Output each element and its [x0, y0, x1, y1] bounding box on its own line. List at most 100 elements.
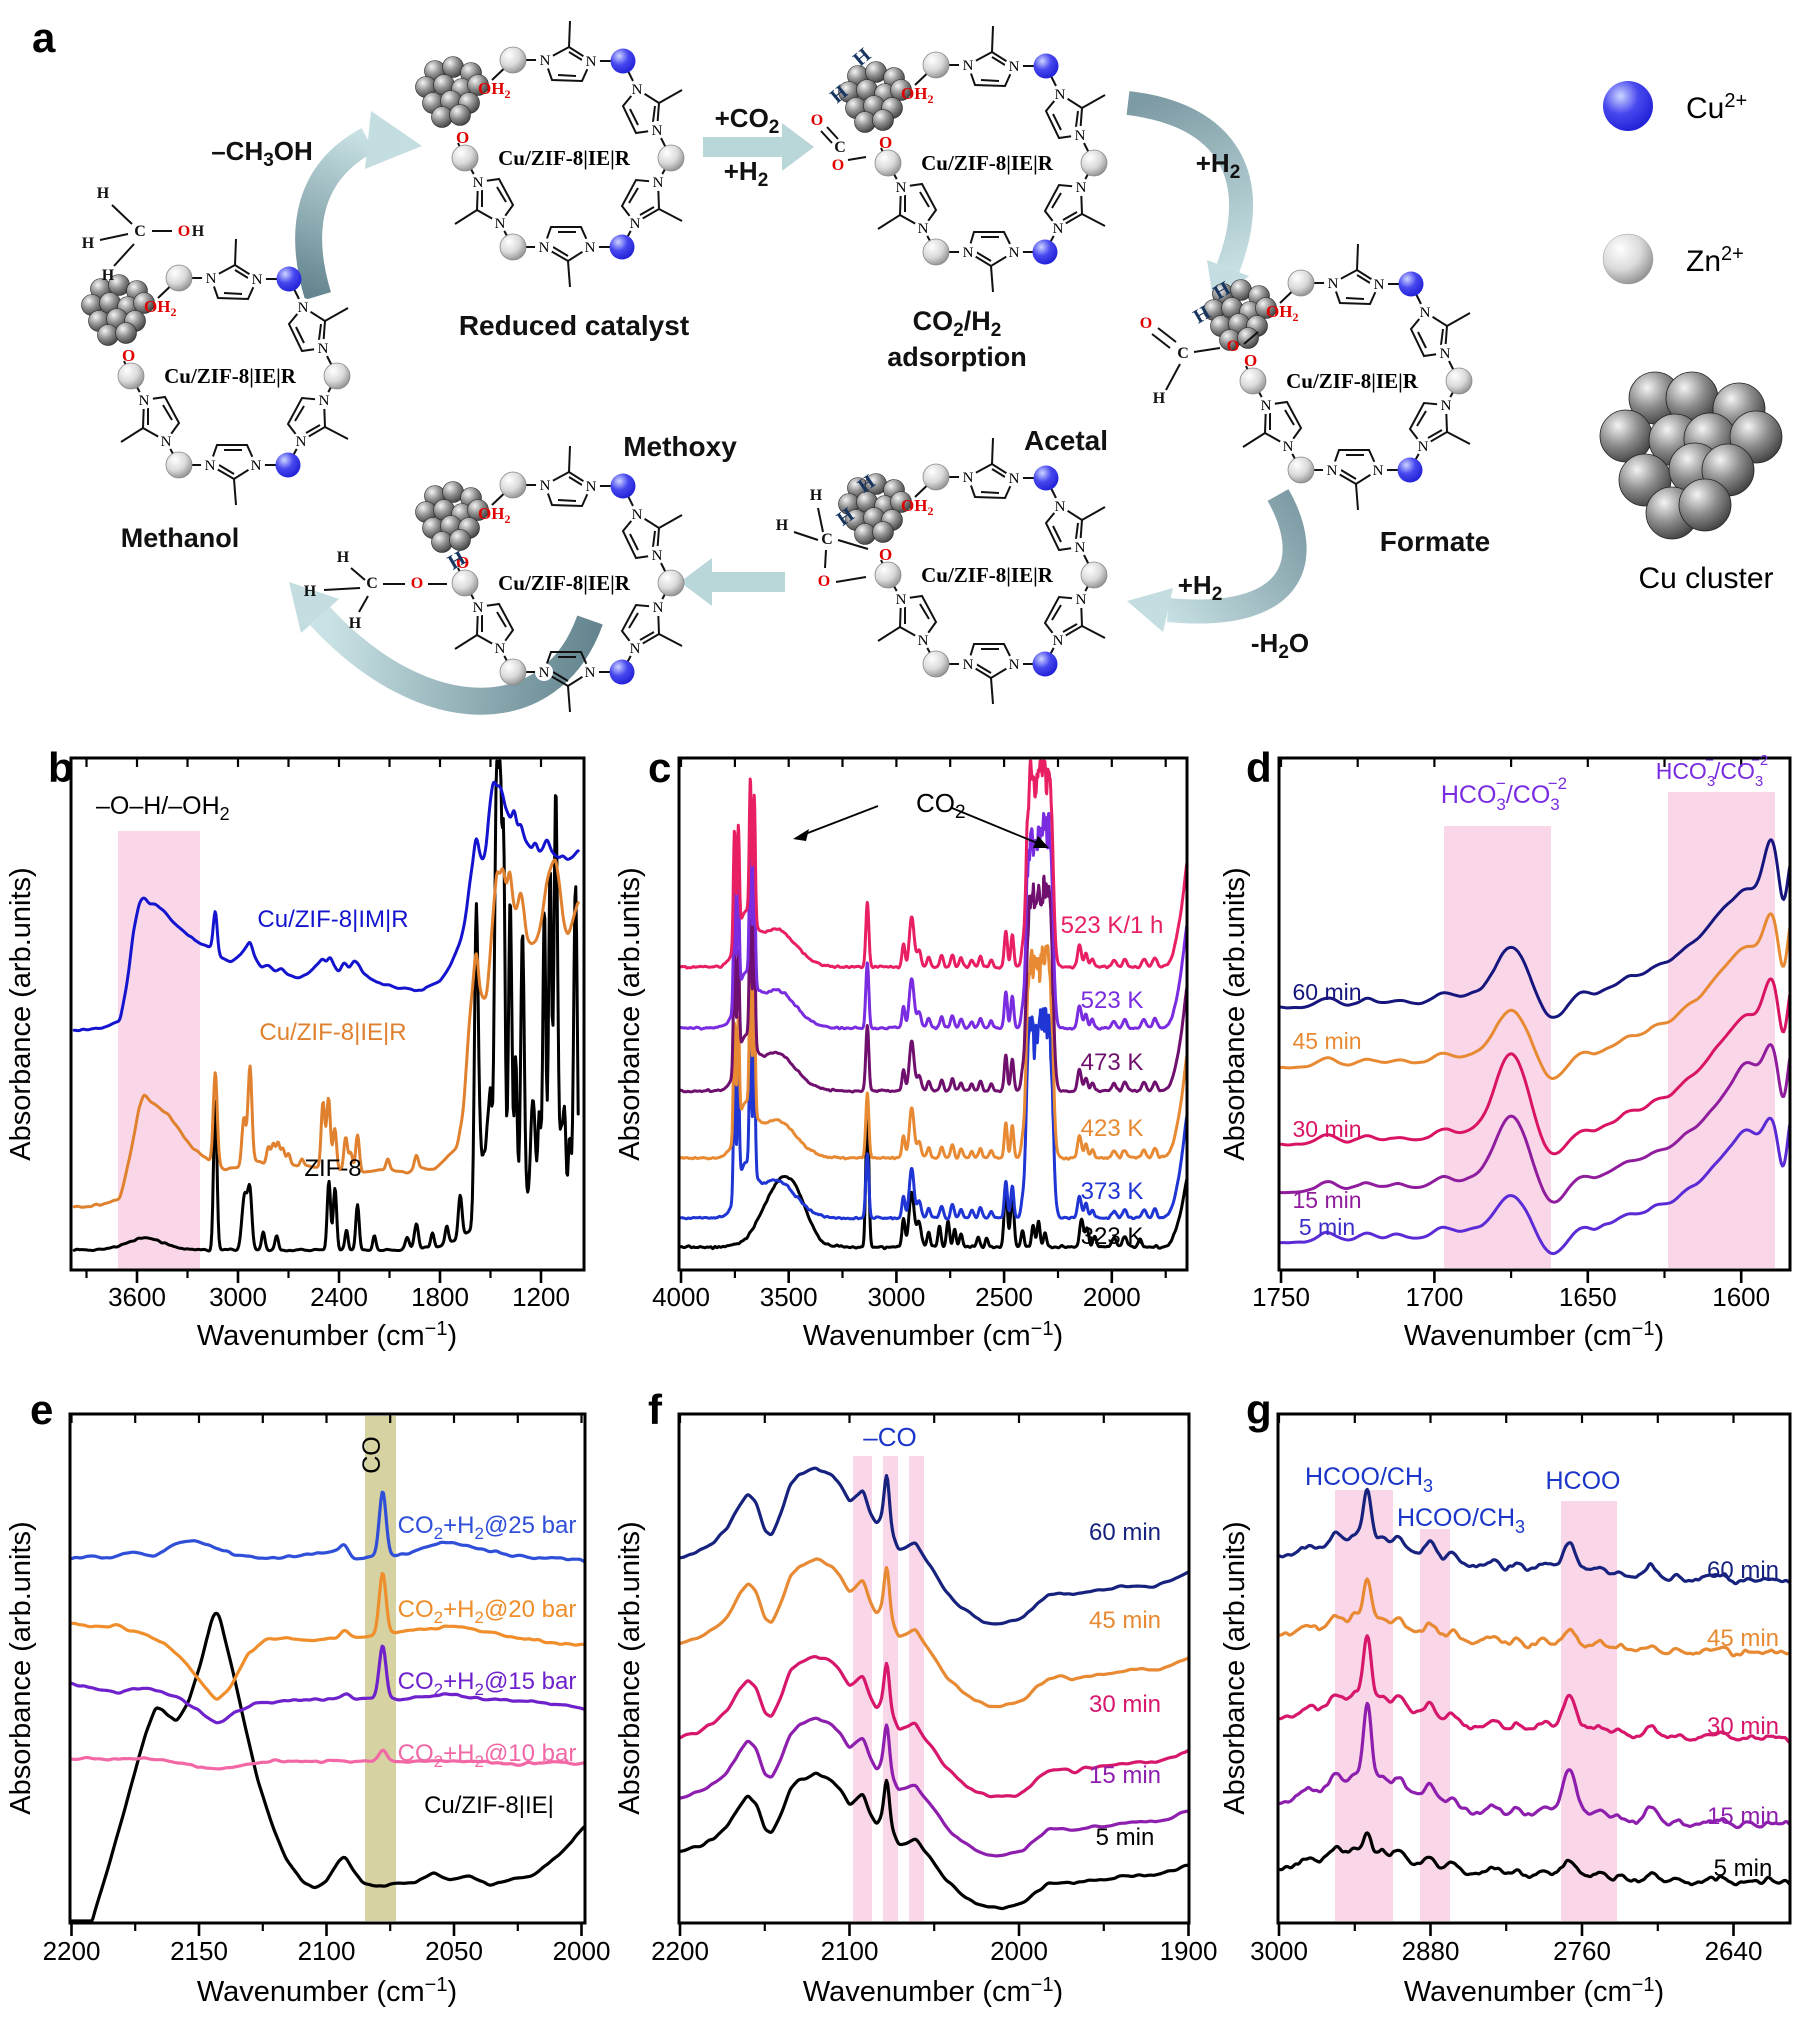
svg-text:ZIF-8: ZIF-8 [304, 1155, 361, 1182]
svg-text:1800: 1800 [411, 1282, 469, 1312]
svg-text:HCOO/CH3: HCOO/CH3 [1305, 1463, 1433, 1496]
svg-text:HCO3−/CO3−2: HCO3−/CO3−2 [1441, 774, 1567, 814]
svg-text:N: N [495, 641, 506, 657]
svg-text:–O–H/–OH2: –O–H/–OH2 [96, 792, 230, 824]
svg-text:Absorbance (arb.units): Absorbance (arb.units) [5, 1521, 37, 1814]
svg-text:3500: 3500 [760, 1282, 818, 1312]
svg-text:adsorption: adsorption [887, 342, 1027, 372]
svg-text:O: O [456, 128, 469, 147]
svg-text:b: b [48, 744, 74, 791]
svg-text:2760: 2760 [1553, 1936, 1611, 1966]
svg-text:O: O [411, 575, 423, 592]
svg-text:O: O [879, 545, 892, 564]
svg-text:O: O [178, 223, 190, 240]
svg-text:323 K: 323 K [1081, 1223, 1144, 1250]
svg-text:N: N [251, 458, 262, 474]
svg-text:1200: 1200 [512, 1282, 570, 1312]
svg-text:5 min: 5 min [1714, 1855, 1773, 1882]
svg-text:H: H [337, 549, 350, 566]
svg-text:N: N [318, 341, 329, 357]
svg-text:N: N [1420, 305, 1431, 321]
svg-text:H: H [192, 223, 205, 240]
svg-text:N: N [963, 58, 974, 74]
svg-text:N: N [918, 221, 929, 237]
svg-text:15 min: 15 min [1707, 1803, 1779, 1830]
svg-text:2050: 2050 [425, 1936, 483, 1966]
svg-text:N: N [1055, 499, 1066, 515]
svg-text:N: N [896, 180, 907, 196]
svg-text:3000: 3000 [1250, 1936, 1308, 1966]
svg-text:Cu/ZIF-8|IM|R: Cu/ZIF-8|IM|R [257, 906, 408, 933]
svg-text:CO2+H2@20 bar: CO2+H2@20 bar [398, 1596, 577, 1627]
svg-text:N: N [1075, 128, 1086, 144]
svg-text:CO2+H2@10 bar: CO2+H2@10 bar [398, 1740, 577, 1771]
svg-text:Cu/ZIF-8|IE|R: Cu/ZIF-8|IE|R [259, 1019, 406, 1046]
svg-text:C: C [366, 575, 378, 592]
svg-text:N: N [296, 434, 307, 450]
svg-text:N: N [653, 600, 664, 616]
svg-text:N: N [206, 271, 217, 287]
svg-text:60 min: 60 min [1292, 979, 1361, 1005]
svg-text:c: c [648, 744, 671, 791]
svg-text:OH2: OH2 [901, 84, 933, 106]
svg-text:N: N [1418, 439, 1429, 455]
svg-text:5 min: 5 min [1299, 1214, 1355, 1240]
svg-text:N: N [298, 300, 309, 316]
svg-text:N: N [252, 272, 263, 288]
svg-text:30 min: 30 min [1292, 1116, 1361, 1142]
svg-text:2100: 2100 [298, 1936, 356, 1966]
svg-text:N: N [896, 592, 907, 608]
svg-text:60 min: 60 min [1089, 1519, 1161, 1546]
svg-text:N: N [1053, 221, 1064, 237]
svg-text:N: N [1076, 180, 1087, 196]
svg-text:O: O [818, 573, 830, 590]
svg-text:1900: 1900 [1160, 1936, 1218, 1966]
svg-text:O: O [122, 346, 135, 365]
svg-text:3000: 3000 [209, 1282, 267, 1312]
svg-text:Reduced catalyst: Reduced catalyst [459, 310, 689, 341]
svg-text:N: N [139, 393, 150, 409]
svg-text:Absorbance (arb.units): Absorbance (arb.units) [614, 867, 646, 1160]
svg-text:N: N [1373, 463, 1384, 479]
svg-text:CO2+H2@15 bar: CO2+H2@15 bar [398, 1668, 577, 1699]
svg-text:Wavenumber (cm−1): Wavenumber (cm−1) [197, 1318, 457, 1352]
svg-text:Cu cluster: Cu cluster [1638, 562, 1773, 595]
svg-text:HCOO: HCOO [1546, 1467, 1621, 1495]
svg-text:Cu/ZIF-8|IE|R: Cu/ZIF-8|IE|R [921, 151, 1054, 175]
svg-text:N: N [1441, 398, 1452, 414]
svg-text:Cu/ZIF-8|IE|R: Cu/ZIF-8|IE|R [1286, 369, 1419, 393]
svg-text:O: O [1244, 351, 1257, 370]
svg-text:N: N [630, 641, 641, 657]
svg-text:Wavenumber (cm−1): Wavenumber (cm−1) [1404, 1974, 1664, 2008]
svg-text:2200: 2200 [651, 1936, 709, 1966]
svg-text:2000: 2000 [990, 1936, 1048, 1966]
svg-text:5 min: 5 min [1096, 1824, 1155, 1851]
svg-text:Cu/ZIF-8|IE|R: Cu/ZIF-8|IE|R [498, 571, 631, 595]
svg-text:N: N [1009, 471, 1020, 487]
svg-text:g: g [1246, 1386, 1272, 1433]
svg-text:N: N [586, 54, 597, 70]
svg-text:N: N [652, 123, 663, 139]
svg-text:N: N [540, 478, 551, 494]
svg-text:45 min: 45 min [1089, 1607, 1161, 1634]
svg-text:N: N [585, 665, 596, 681]
svg-text:2500: 2500 [975, 1282, 1033, 1312]
svg-text:HCOO/CH3: HCOO/CH3 [1397, 1504, 1525, 1537]
svg-text:Cu/ZIF-8|IE|: Cu/ZIF-8|IE| [424, 1792, 554, 1819]
svg-text:O: O [1227, 338, 1239, 355]
svg-text:N: N [1076, 592, 1087, 608]
svg-text:30 min: 30 min [1089, 1691, 1161, 1718]
svg-text:Methoxy: Methoxy [623, 431, 737, 462]
svg-text:1600: 1600 [1712, 1282, 1770, 1312]
svg-text:N: N [1374, 277, 1385, 293]
svg-text:N: N [1009, 657, 1020, 673]
svg-text:–CH3OH: –CH3OH [211, 136, 313, 171]
svg-text:2640: 2640 [1705, 1936, 1763, 1966]
svg-text:2000: 2000 [1083, 1282, 1141, 1312]
svg-text:N: N [1055, 87, 1066, 103]
svg-text:e: e [30, 1386, 53, 1433]
svg-text:2000: 2000 [553, 1936, 611, 1966]
svg-text:C: C [821, 531, 833, 548]
svg-text:Cu/ZIF-8|IE|R: Cu/ZIF-8|IE|R [164, 364, 297, 388]
svg-text:15 min: 15 min [1292, 1187, 1361, 1213]
